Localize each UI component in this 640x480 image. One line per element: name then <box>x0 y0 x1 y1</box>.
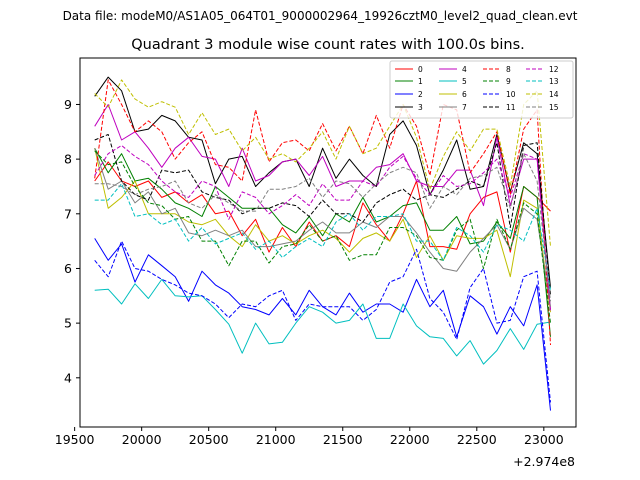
legend-frame <box>389 60 574 119</box>
legend-label-6: 6 <box>462 90 467 99</box>
legend-label-14: 14 <box>549 90 559 99</box>
x-tick-label: 22000 <box>390 432 430 447</box>
series-line-11 <box>94 134 551 296</box>
series-line-3 <box>94 76 551 288</box>
legend-label-11: 11 <box>506 103 516 112</box>
x-tick-label: 19500 <box>55 432 95 447</box>
series-line-6 <box>94 148 551 313</box>
legend-label-13: 13 <box>549 77 559 86</box>
series-line-15 <box>94 153 551 302</box>
series-line-10 <box>94 240 551 403</box>
series-line-2 <box>94 238 551 411</box>
legend-label-12: 12 <box>549 65 559 74</box>
series-line-5 <box>94 278 551 365</box>
series-line-14 <box>94 79 551 247</box>
legend-label-5: 5 <box>462 77 467 86</box>
legend-label-3: 3 <box>418 103 423 112</box>
plot-frame <box>79 57 577 428</box>
x-axis: 19500 20000 20500 21000 21500 22000 22500 23000 <box>55 427 564 447</box>
series-line-4 <box>94 104 551 310</box>
x-tick-label: 23000 <box>524 432 564 447</box>
legend-label-15: 15 <box>549 103 559 112</box>
y-tick-label: 7 <box>64 206 72 221</box>
x-offset-label: +2.974e8 <box>513 454 575 469</box>
y-tick-label: 4 <box>64 370 72 385</box>
y-tick-label: 9 <box>64 97 72 112</box>
y-tick-label: 6 <box>64 261 72 276</box>
x-tick-label: 22500 <box>457 432 497 447</box>
series-line-8 <box>94 79 551 346</box>
legend-label-4: 4 <box>462 65 467 74</box>
legend-label-1: 1 <box>418 77 423 86</box>
x-tick-label: 21000 <box>256 432 296 447</box>
legend-label-9: 9 <box>506 77 511 86</box>
y-tick-label: 5 <box>64 316 72 331</box>
legend-label-2: 2 <box>418 90 423 99</box>
x-tick-label: 20000 <box>122 432 162 447</box>
series-line-12 <box>94 145 551 313</box>
y-tick-label: 8 <box>64 152 72 167</box>
legend-label-10: 10 <box>506 90 516 99</box>
x-tick-label: 20500 <box>189 432 229 447</box>
series-line-1 <box>94 147 551 337</box>
chart-title: Quadrant 3 module wise count rates with … <box>131 37 525 53</box>
x-tick-label: 21500 <box>323 432 363 447</box>
plot-lines <box>94 76 551 411</box>
series-line-13 <box>94 183 551 291</box>
legend-label-7: 7 <box>462 103 467 112</box>
series-line-7 <box>94 148 551 307</box>
legend-label-8: 8 <box>506 65 511 74</box>
legend-label-0: 0 <box>418 65 423 74</box>
figure-suptitle: Data file: modeM0/AS1A05_064T01_90000029… <box>63 9 578 23</box>
series-line-9 <box>94 150 551 324</box>
y-axis: 4 5 6 7 8 9 <box>64 97 80 385</box>
